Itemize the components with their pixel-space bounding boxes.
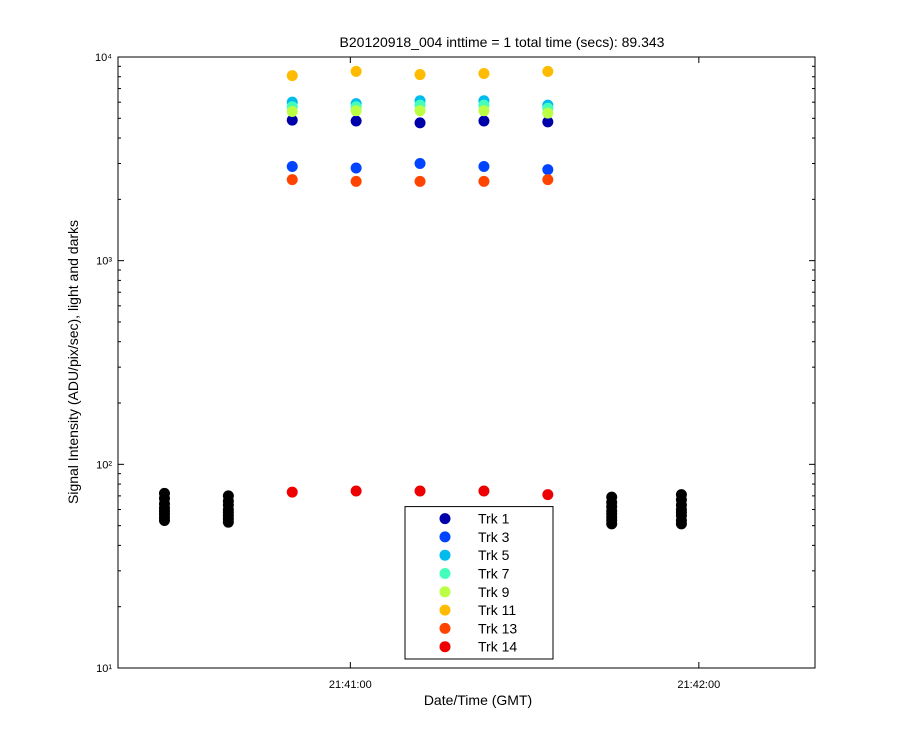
y-tick-label: 10³ <box>96 256 112 268</box>
point <box>286 114 298 126</box>
legend-marker <box>439 622 451 634</box>
point <box>542 65 554 77</box>
y-axis-label: Signal Intensity (ADU/pix/sec), light an… <box>65 220 81 504</box>
legend-marker <box>439 586 451 598</box>
point <box>286 70 298 82</box>
point <box>478 485 490 497</box>
legend-marker <box>439 641 451 653</box>
point <box>414 105 426 117</box>
point <box>414 117 426 129</box>
legend-label: Trk 11 <box>478 602 516 618</box>
x-tick-label: 21:42:00 <box>677 679 720 691</box>
legend-label: Trk 13 <box>478 620 517 636</box>
point <box>478 175 490 187</box>
point <box>414 485 426 497</box>
point <box>478 115 490 127</box>
legend-marker <box>439 531 451 543</box>
legend-label: Trk 7 <box>478 566 510 582</box>
y-tick-label: 10⁴ <box>95 52 112 64</box>
dark-point <box>158 514 170 526</box>
point <box>542 107 554 119</box>
point <box>350 105 362 117</box>
x-axis-label: Date/Time (GMT) <box>424 692 532 708</box>
point <box>414 157 426 169</box>
chart-title: B20120918_004 inttime = 1 total time (se… <box>340 34 665 50</box>
legend-label: Trk 14 <box>478 639 517 655</box>
y-tick-label: 10¹ <box>96 663 112 675</box>
legend-marker <box>439 604 451 616</box>
point <box>478 67 490 79</box>
point <box>350 115 362 127</box>
point <box>414 175 426 187</box>
point <box>286 106 298 118</box>
point <box>542 174 554 186</box>
dark-point <box>606 518 618 530</box>
legend-label: Trk 9 <box>478 584 510 600</box>
legend-box <box>404 506 554 660</box>
point <box>542 489 554 501</box>
point <box>350 162 362 174</box>
x-tick-label: 21:41:00 <box>329 679 372 691</box>
point <box>542 116 554 128</box>
legend-label: Trk 1 <box>478 511 510 527</box>
dark-point <box>222 516 234 528</box>
point <box>350 65 362 77</box>
point <box>542 164 554 176</box>
legend-marker <box>439 568 451 579</box>
point <box>350 175 362 187</box>
legend-marker <box>439 513 451 525</box>
legend-label: Trk 5 <box>478 547 510 563</box>
point <box>350 485 362 497</box>
y-tick-label: 10² <box>96 459 112 471</box>
legend-label: Trk 3 <box>478 529 510 545</box>
dark-point <box>675 518 687 530</box>
legend-marker <box>439 549 451 561</box>
point <box>286 486 298 498</box>
point <box>478 160 490 172</box>
point <box>286 160 298 172</box>
point <box>286 174 298 186</box>
point <box>478 105 490 117</box>
point <box>414 69 426 81</box>
